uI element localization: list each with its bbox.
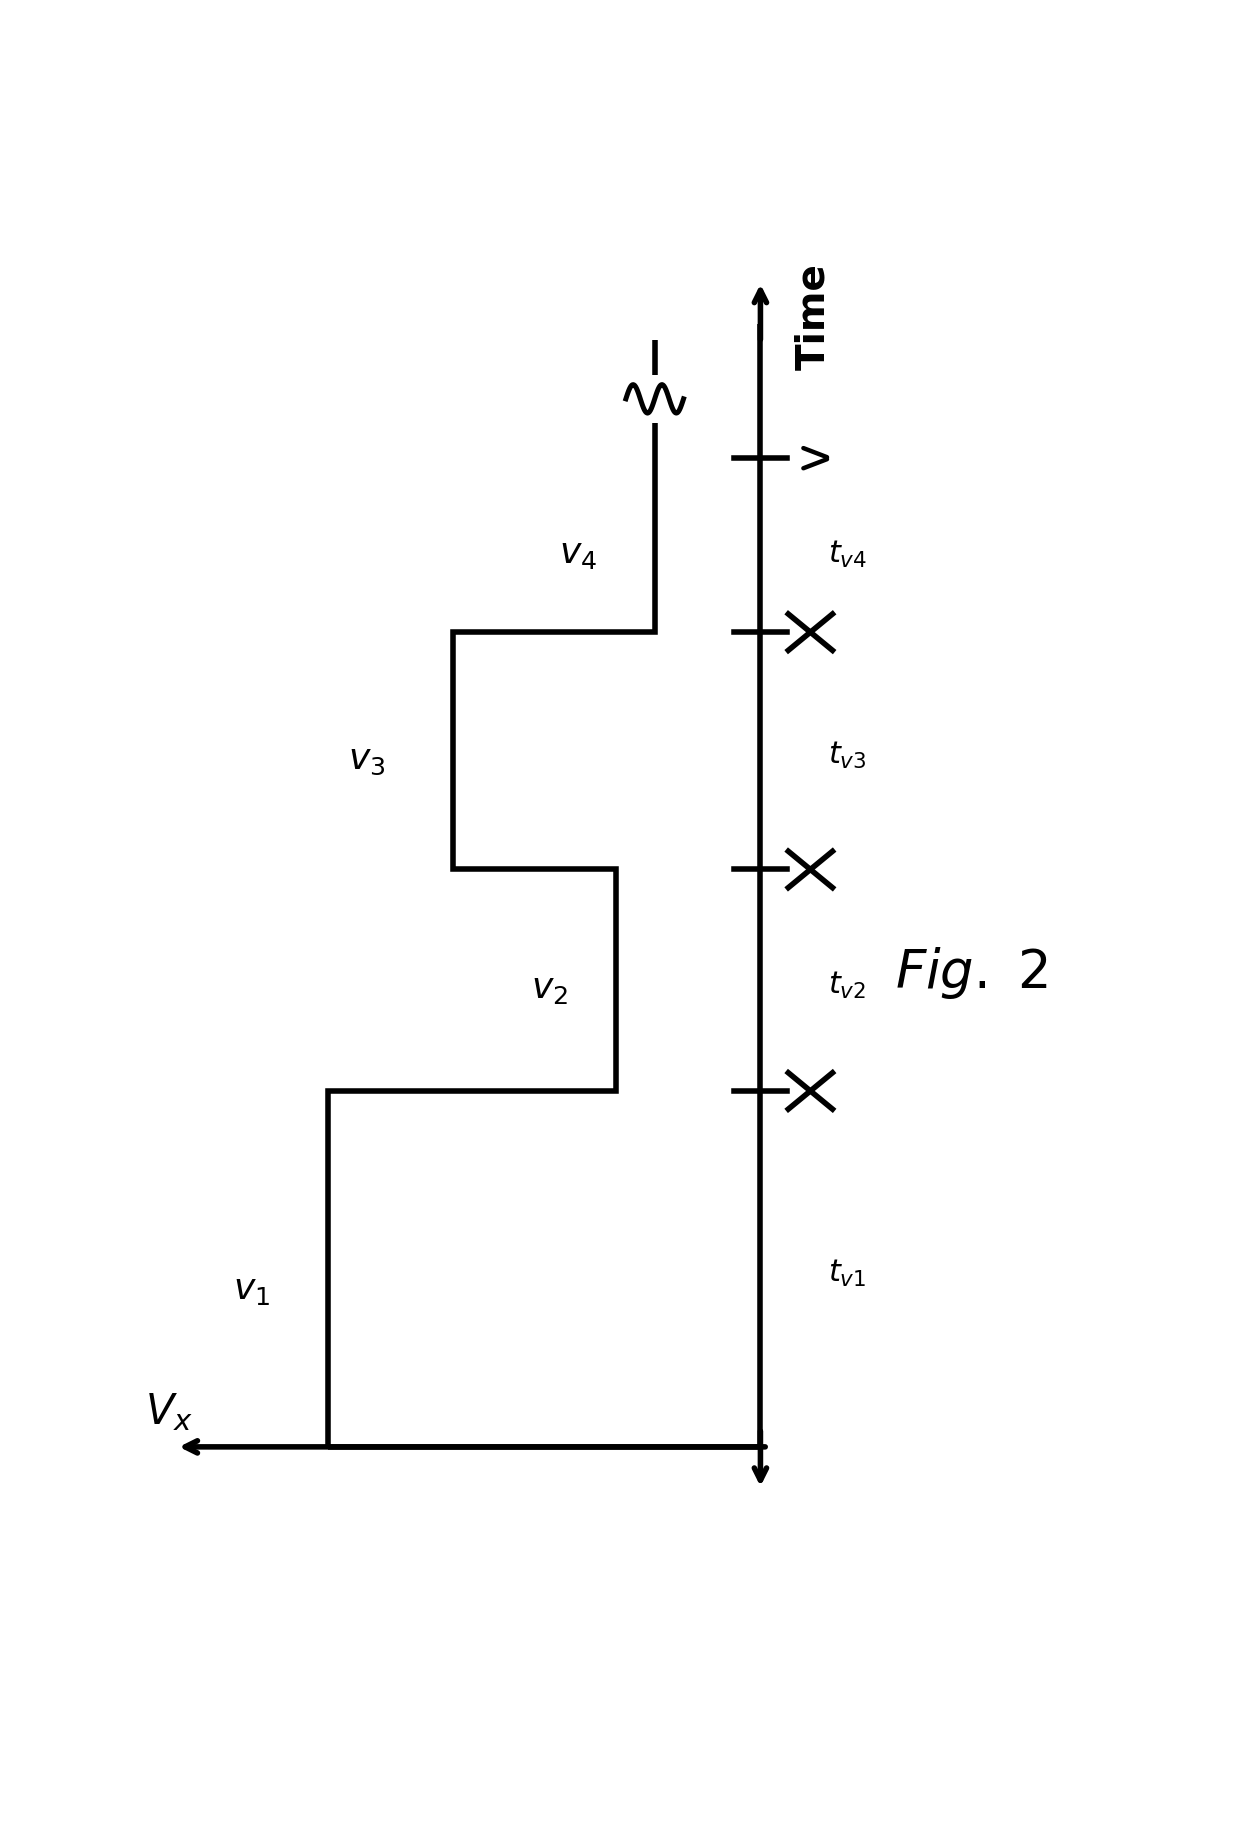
Text: Time: Time [795,262,832,370]
Text: $t_{v1}$: $t_{v1}$ [828,1258,866,1288]
Text: $\mathit{v}_4$: $\mathit{v}_4$ [559,536,596,571]
Text: $t_{v2}$: $t_{v2}$ [828,968,866,1000]
Text: $t_{v3}$: $t_{v3}$ [828,739,867,771]
Text: $\mathit{v}_2$: $\mathit{v}_2$ [531,972,568,1005]
Text: $\mathit{v}_3$: $\mathit{v}_3$ [347,743,386,776]
Text: $\mathit{Fig.\ 2}$: $\mathit{Fig.\ 2}$ [895,944,1048,1002]
Text: $\mathit{v}_1$: $\mathit{v}_1$ [233,1271,269,1307]
Text: $t_{v4}$: $t_{v4}$ [828,538,867,569]
Text: $\mathit{V_x}$: $\mathit{V_x}$ [145,1390,193,1432]
